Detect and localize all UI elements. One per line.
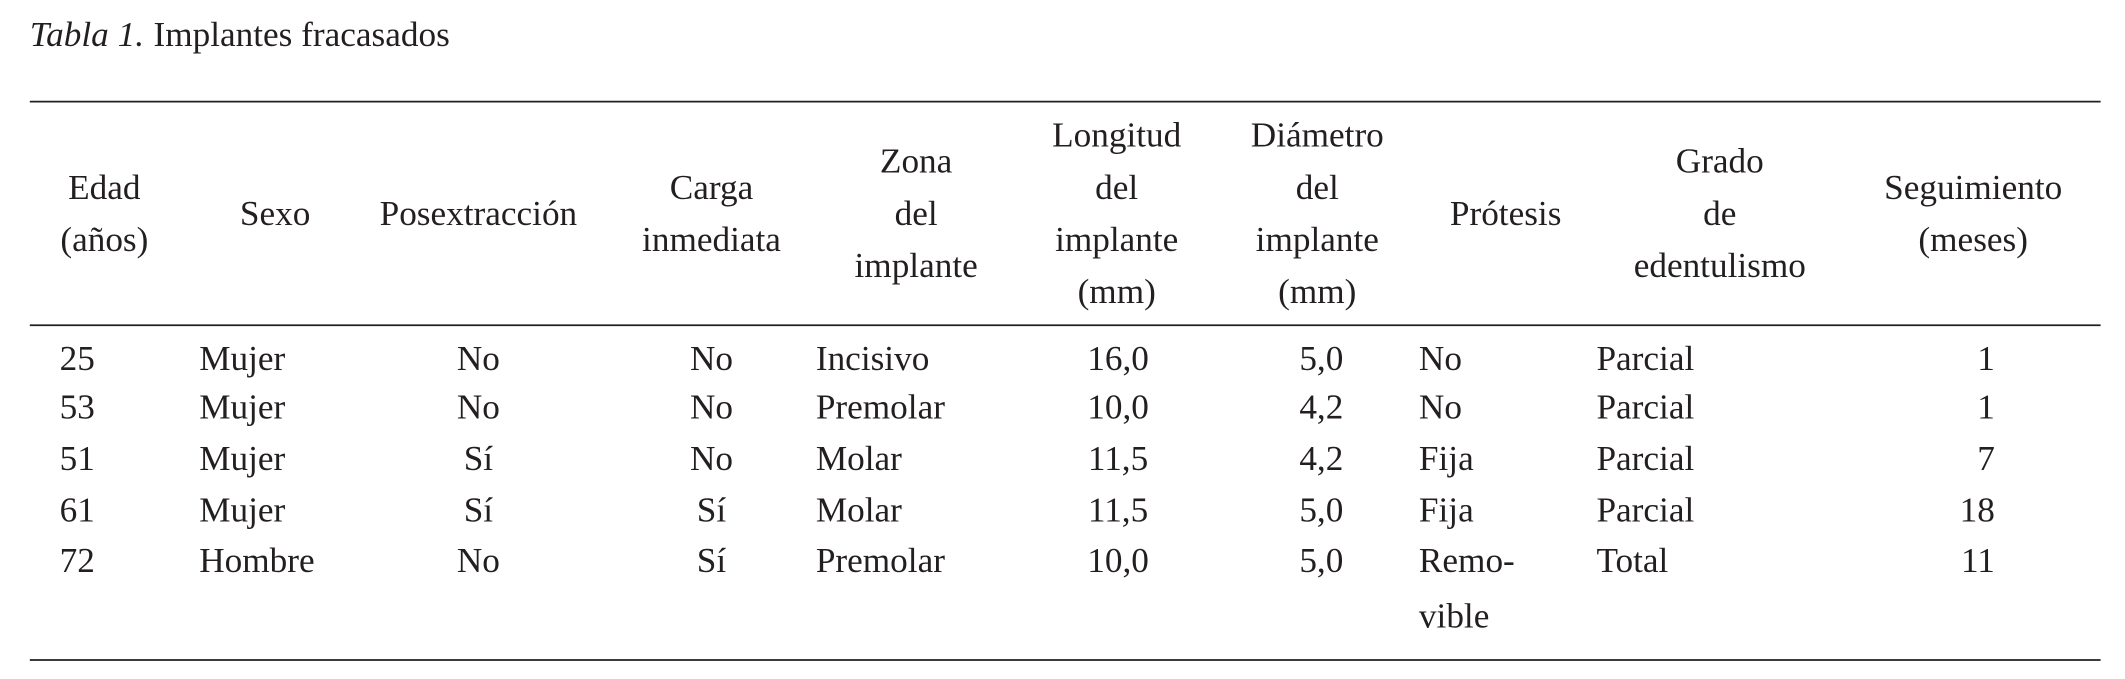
header-cell: implante xyxy=(1055,220,1178,259)
header-cell: Edad xyxy=(68,168,141,207)
table-caption: Tabla 1. Implantes fracasados xyxy=(30,15,450,54)
header-cell: Posextracción xyxy=(380,194,578,233)
table-cell: No xyxy=(690,339,733,378)
table-cell: 16,0 xyxy=(1087,339,1149,378)
header-cell: Sexo xyxy=(240,194,310,233)
table-cell: 7 xyxy=(1977,439,1995,478)
table-cell: 1 xyxy=(1977,339,1995,378)
table-cell: Sí xyxy=(464,491,494,530)
table-cell: No xyxy=(1419,339,1462,378)
header-cell: (años) xyxy=(60,220,148,259)
table-cell: 18 xyxy=(1960,491,1995,530)
table-cell: vible xyxy=(1419,596,1489,635)
header-cell: de xyxy=(1703,194,1736,233)
header-cell: Grado xyxy=(1676,142,1764,181)
table-cell: Parcial xyxy=(1596,339,1694,378)
table-cell: No xyxy=(457,339,500,378)
table-cell: Molar xyxy=(816,439,902,478)
table-cell: Remo- xyxy=(1419,541,1515,580)
table-cell: 4,2 xyxy=(1299,388,1343,427)
header-cell: Zona xyxy=(880,142,953,181)
table-cell: No xyxy=(690,388,733,427)
table-cell: Fija xyxy=(1419,491,1474,530)
table-cell: Mujer xyxy=(199,439,285,478)
table-cell: Hombre xyxy=(199,541,314,580)
header-cell: del xyxy=(895,194,938,233)
header-cell: (mm) xyxy=(1078,272,1156,311)
header-cell: (mm) xyxy=(1278,272,1356,311)
table-cell: 5,0 xyxy=(1299,541,1343,580)
header-cell: (meses) xyxy=(1918,220,2028,259)
table-cell: 53 xyxy=(60,388,95,427)
table-cell: 51 xyxy=(60,439,95,478)
table-cell: 72 xyxy=(60,541,95,580)
table-cell: Fija xyxy=(1419,439,1474,478)
table-cell: Premolar xyxy=(816,541,945,580)
table-cell: Total xyxy=(1596,541,1668,580)
table-cell: 11,5 xyxy=(1088,491,1148,530)
header-cell: Diámetro xyxy=(1251,116,1384,155)
table-cell: 1 xyxy=(1977,388,1995,427)
table-cell: Parcial xyxy=(1596,439,1694,478)
table-cell: Parcial xyxy=(1596,388,1694,427)
table-cell: 4,2 xyxy=(1299,439,1343,478)
table-cell: Sí xyxy=(464,439,494,478)
table-cell: Parcial xyxy=(1596,491,1694,530)
table-cell: Premolar xyxy=(816,388,945,427)
table-cell: 10,0 xyxy=(1087,388,1149,427)
header-cell: Carga xyxy=(670,168,754,207)
header-cell: del xyxy=(1095,168,1138,207)
table-cell: 11 xyxy=(1961,541,1995,580)
header-cell: Longitud xyxy=(1052,116,1182,155)
table-cell: 25 xyxy=(60,339,95,378)
header-cell: implante xyxy=(855,246,978,285)
caption-title: Implantes fracasados xyxy=(153,15,449,54)
table-cell: 5,0 xyxy=(1299,491,1343,530)
header-cell: del xyxy=(1296,168,1339,207)
table-cell: No xyxy=(1419,388,1462,427)
table-cell: Molar xyxy=(816,491,902,530)
table-cell: Mujer xyxy=(199,491,285,530)
table-cell: Sí xyxy=(697,541,727,580)
header-cell: implante xyxy=(1256,220,1379,259)
header-cell: Prótesis xyxy=(1450,194,1562,233)
table-cell: 11,5 xyxy=(1088,439,1148,478)
table-cell: Sí xyxy=(697,491,727,530)
table-cell: 5,0 xyxy=(1299,339,1343,378)
table-cell: Mujer xyxy=(199,339,285,378)
table-cell: 10,0 xyxy=(1087,541,1149,580)
table-body: Edad (años) Sexo Posextracción Carga inmediat… xyxy=(60,116,2063,636)
header-cell: Seguimiento xyxy=(1884,168,2062,207)
caption-label: Tabla 1. xyxy=(30,15,144,54)
table-cell: Mujer xyxy=(199,388,285,427)
header-cell: inmediata xyxy=(642,220,781,259)
table-cell: No xyxy=(457,541,500,580)
table-cell: No xyxy=(457,388,500,427)
table-cell: 61 xyxy=(60,491,95,530)
table-cell: No xyxy=(690,439,733,478)
header-cell: edentulismo xyxy=(1634,246,1806,285)
table-cell: Incisivo xyxy=(816,339,929,378)
